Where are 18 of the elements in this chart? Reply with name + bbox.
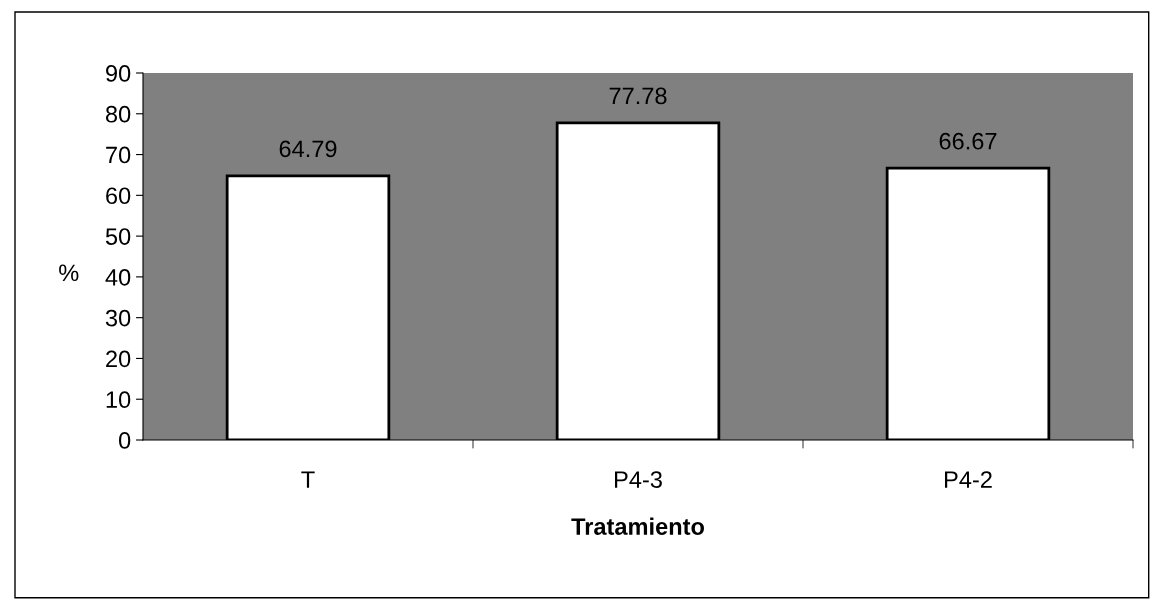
- y-tick-label: 20: [106, 350, 131, 368]
- y-axis-title: %: [59, 264, 79, 282]
- data-label: 64.79: [279, 140, 337, 158]
- y-tick-label: 60: [106, 187, 131, 205]
- y-tick-label: 10: [106, 391, 131, 409]
- y-tick-label: 70: [106, 146, 131, 164]
- y-tick-label: 0: [118, 432, 131, 449]
- y-tick-label: 50: [105, 228, 131, 245]
- y-tick-label: 40: [105, 268, 131, 286]
- y-tick-label: 30: [105, 309, 131, 327]
- x-axis-title: Tratamiento: [571, 517, 704, 535]
- x-tick-label: P4-3: [615, 471, 662, 488]
- y-tick-label: 90: [106, 65, 131, 82]
- data-label: 77.78: [609, 87, 667, 105]
- x-tick-label: T: [301, 471, 315, 488]
- y-tick-label: 80: [105, 105, 131, 123]
- data-label: 66.67: [939, 132, 997, 150]
- x-tick-label: P4-2: [945, 471, 992, 488]
